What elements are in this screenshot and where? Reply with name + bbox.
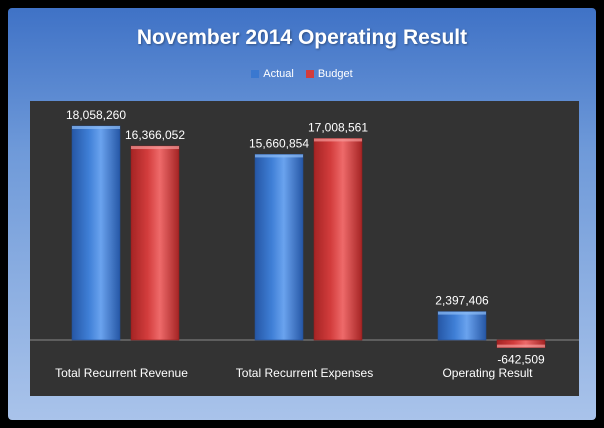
legend-label-actual: Actual <box>263 68 294 80</box>
bar-cap-actual-1 <box>255 154 303 158</box>
legend-item-actual: Actual <box>251 68 294 80</box>
data-label-budget-2: -642,509 <box>497 353 545 367</box>
data-label-actual-1: 15,660,854 <box>249 136 309 150</box>
category-label-0: Total Recurrent Revenue <box>55 366 188 380</box>
bar-actual-2 <box>437 311 487 341</box>
data-label-actual-2: 2,397,406 <box>435 294 489 308</box>
legend-item-budget: Budget <box>305 68 353 80</box>
bar-actual-1 <box>254 154 304 341</box>
bar-cap-actual-0 <box>72 126 120 129</box>
bar-cap-budget-1 <box>314 138 362 142</box>
plot-area: 18,058,260 16,366,052 Total Recurrent Reve… <box>30 101 579 396</box>
bar-cap-budget-2 <box>497 344 545 348</box>
chart-title: November 2014 Operating Result <box>136 26 468 49</box>
category-label-2: Operating Result <box>442 366 533 380</box>
bar-budget-1 <box>313 138 363 341</box>
chart-legend: Actual Budget <box>0 68 604 80</box>
legend-label-budget: Budget <box>317 68 353 80</box>
data-label-budget-1: 17,008,561 <box>308 120 368 134</box>
bar-chart: 18,058,260 16,366,052 Total Recurrent Reve… <box>30 108 579 380</box>
legend-swatch-budget <box>305 70 314 78</box>
bar-cap-budget-0 <box>131 146 179 150</box>
data-label-budget-0: 16,366,052 <box>125 128 185 142</box>
bar-actual-0 <box>71 125 121 341</box>
bar-cap-actual-2 <box>438 311 486 315</box>
legend-swatch-actual <box>251 70 260 78</box>
category-label-1: Total Recurrent Expenses <box>236 366 373 380</box>
bar-budget-0 <box>130 145 180 341</box>
data-label-actual-0: 18,058,260 <box>66 108 126 122</box>
